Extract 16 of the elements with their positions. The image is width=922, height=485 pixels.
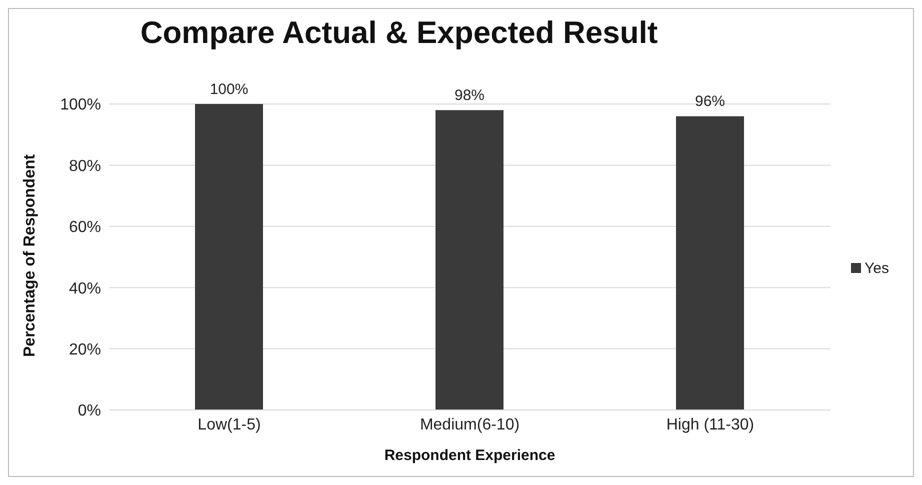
y-tick-label: 60% xyxy=(68,219,101,236)
x-axis-title: Respondent Experience xyxy=(384,447,556,464)
y-axis-title: Percentage of Respondent xyxy=(22,154,39,357)
chart-title: Compare Actual & Expected Result xyxy=(139,15,659,51)
x-tick-label: Low(1-5) xyxy=(198,416,261,434)
data-label: 96% xyxy=(694,93,726,110)
y-tick-label: 80% xyxy=(68,158,101,175)
legend-label: Yes xyxy=(864,260,889,276)
data-label: 100% xyxy=(210,81,248,98)
x-tick-label: High (11-30) xyxy=(666,416,754,434)
y-tick-label: 0% xyxy=(78,402,101,420)
data-label: 98% xyxy=(454,87,485,104)
y-tick-label: 100% xyxy=(60,96,101,114)
y-tick-label: 40% xyxy=(68,280,101,298)
y-tick-label: 20% xyxy=(68,341,101,358)
x-tick-label: Medium(6-10) xyxy=(420,416,520,434)
